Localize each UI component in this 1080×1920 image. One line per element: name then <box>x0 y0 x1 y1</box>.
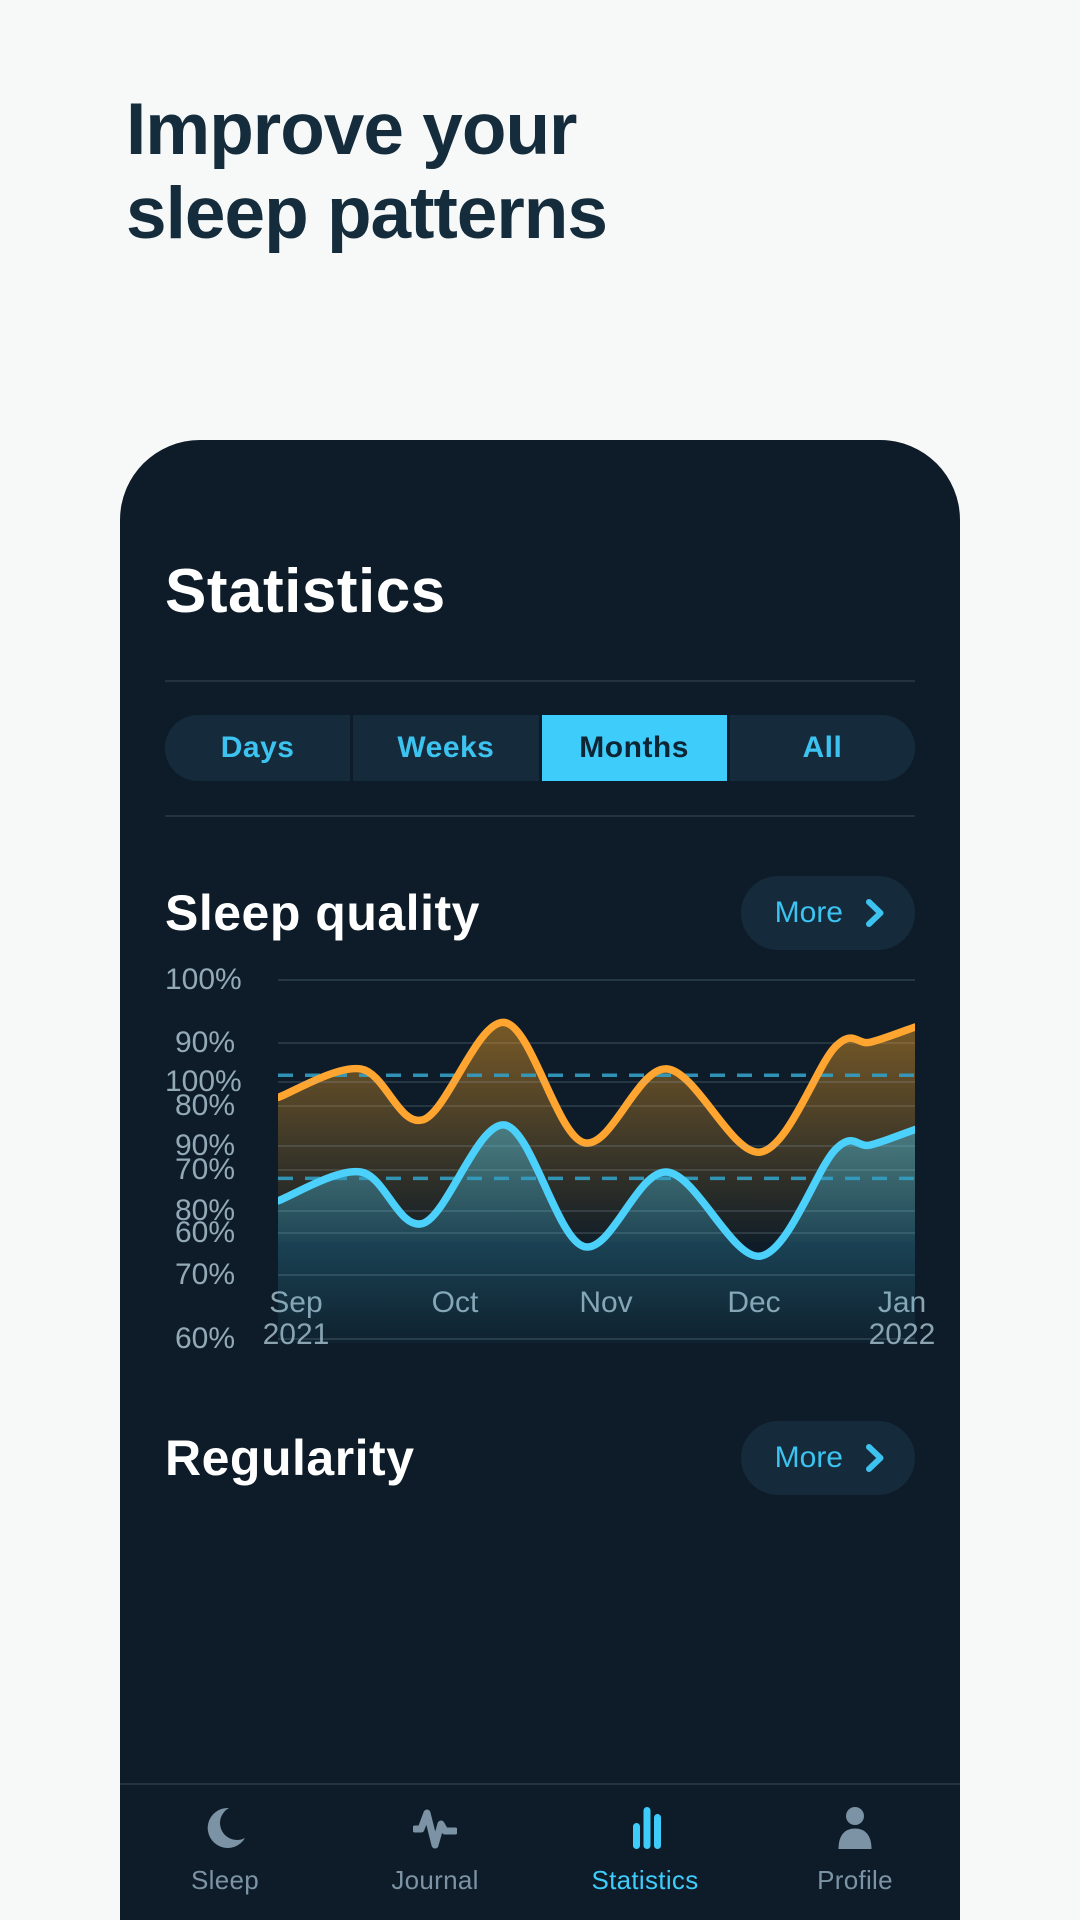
y-tick: 90% <box>174 1129 235 1162</box>
gridline <box>278 1105 915 1107</box>
regularity-header: Regularity More <box>165 1421 915 1495</box>
y-tick: 80% <box>174 1089 235 1122</box>
statistics-card: Statistics Days Weeks Months All Sleep q… <box>120 440 960 1920</box>
bottom-tab-bar: Sleep Journal Statistics <box>120 1783 960 1920</box>
y-tick: 70% <box>174 1153 235 1186</box>
page-title-line1: Improve your <box>126 89 577 170</box>
sleep-quality-chart <box>278 1018 915 1242</box>
tab-label: Statistics <box>591 1865 699 1895</box>
y-tick: 100% <box>165 1065 242 1098</box>
tab-statistics[interactable]: Statistics <box>540 1785 750 1920</box>
chevron-right-icon <box>866 1444 884 1472</box>
more-label: More <box>774 896 843 929</box>
regularity-title: Regularity <box>165 1430 415 1486</box>
y-tick: 100% <box>165 963 242 996</box>
moon-icon <box>203 1805 247 1849</box>
chevron-right-icon <box>866 899 884 927</box>
segment-weeks[interactable]: Weeks <box>353 715 539 781</box>
chart-line <box>278 1018 915 1156</box>
tab-label: Sleep <box>191 1865 259 1895</box>
regularity-chart <box>278 1121 915 1343</box>
sleep-quality-header: Sleep quality More <box>165 876 915 950</box>
more-label: More <box>774 1441 843 1474</box>
chart-line <box>278 1121 915 1260</box>
sleep-quality-title: Sleep quality <box>165 885 480 941</box>
tab-journal[interactable]: Journal <box>330 1785 540 1920</box>
segment-days[interactable]: Days <box>165 715 351 781</box>
gridline <box>278 1210 915 1212</box>
y-tick: 60% <box>174 1216 235 1249</box>
tab-label: Journal <box>391 1865 479 1895</box>
segment-months[interactable]: Months <box>541 715 727 781</box>
gridline <box>278 1145 915 1147</box>
more-button-sleep-quality[interactable]: More <box>740 876 915 950</box>
page-title-line2: sleep patterns <box>126 173 608 254</box>
divider <box>165 815 915 817</box>
divider <box>165 680 915 682</box>
more-button-regularity[interactable]: More <box>740 1421 915 1495</box>
time-range-segmented-control: Days Weeks Months All <box>165 715 915 781</box>
tab-label: Profile <box>817 1865 893 1895</box>
gridline <box>278 979 915 981</box>
waveform-icon <box>413 1805 457 1849</box>
y-tick: 90% <box>174 1026 235 1059</box>
page-title: Improve your sleep patterns <box>126 88 608 256</box>
chart-area-fill <box>278 1022 915 1242</box>
tab-sleep[interactable]: Sleep <box>120 1785 330 1920</box>
screen-title: Statistics <box>165 557 446 626</box>
y-tick: 60% <box>174 1322 235 1355</box>
y-tick: 70% <box>174 1258 235 1291</box>
y-tick: 80% <box>174 1194 235 1227</box>
bars-icon <box>623 1805 667 1849</box>
gridline <box>278 1042 915 1044</box>
tab-profile[interactable]: Profile <box>750 1785 960 1920</box>
person-icon <box>833 1805 877 1849</box>
gridline <box>278 1081 915 1083</box>
chart-area-fill <box>278 1124 915 1343</box>
segment-all[interactable]: All <box>729 715 915 781</box>
